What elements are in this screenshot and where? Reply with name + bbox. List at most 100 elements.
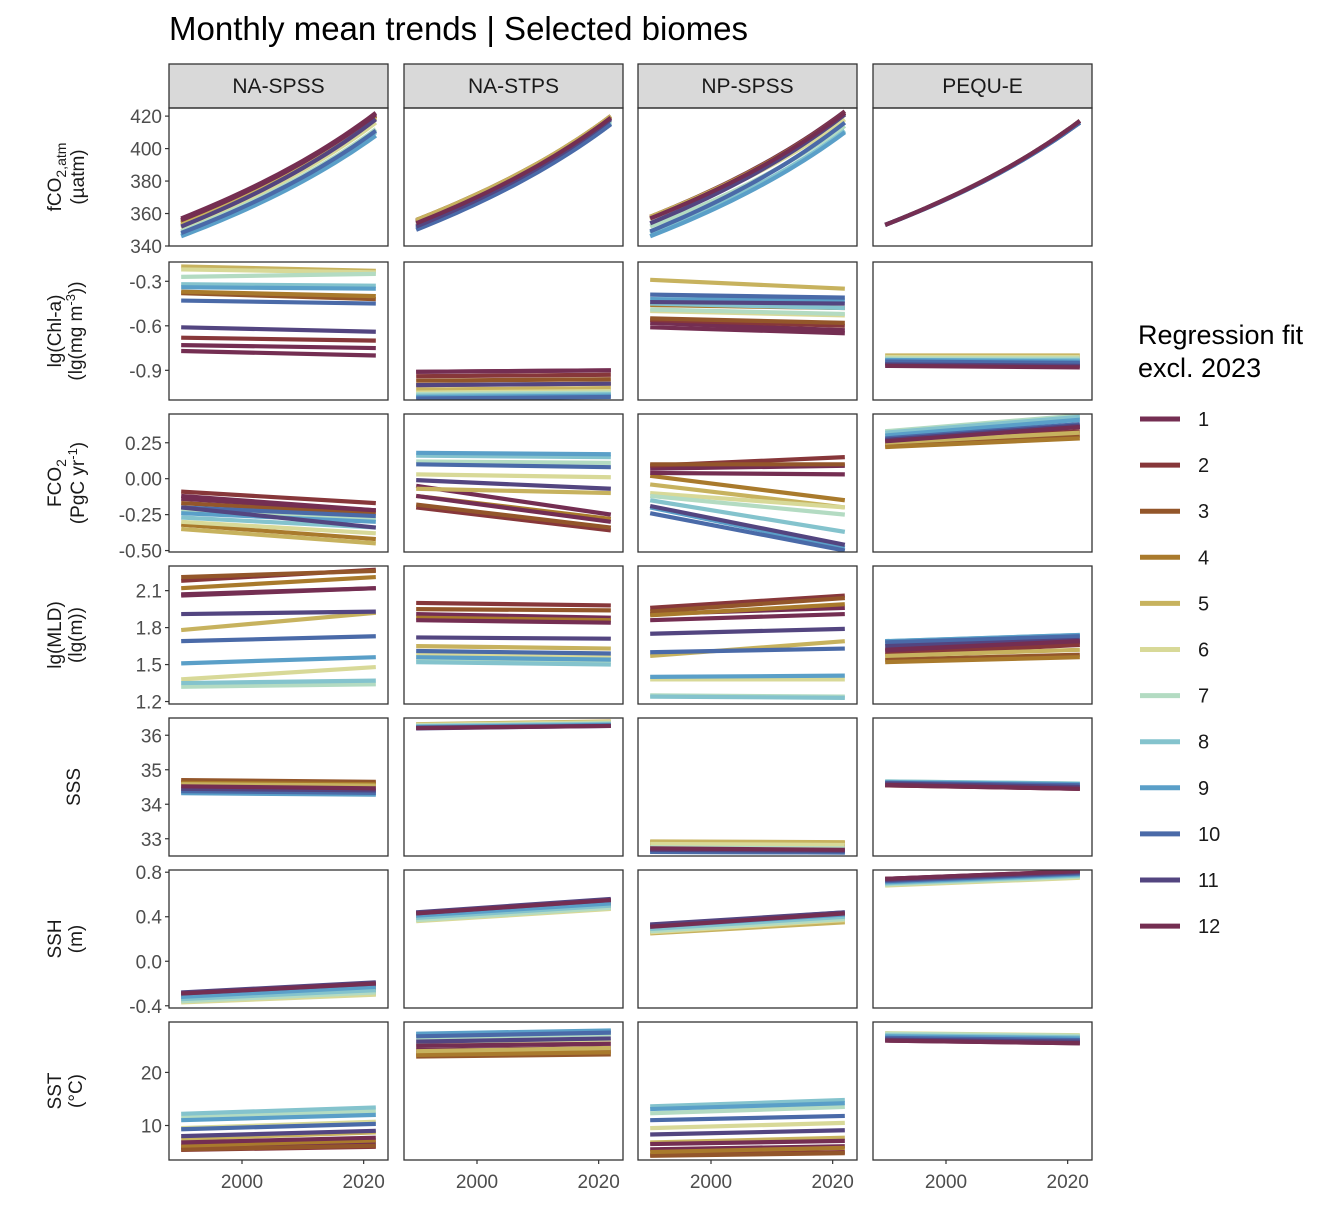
panel-border: [403, 717, 624, 857]
legend-label: 11: [1198, 870, 1219, 892]
trend-line-month-9: [884, 120, 1082, 227]
y-tick-label: 1.2: [136, 693, 162, 714]
strip-np-spss: [637, 63, 858, 109]
trend-line-month-3: [181, 1143, 376, 1152]
panel-border: [168, 717, 389, 857]
trend-line-month-10: [181, 789, 376, 795]
trend-line-month-10: [649, 120, 847, 234]
trend-line-month-12: [650, 1138, 845, 1147]
y-tick-label: 400: [130, 140, 162, 161]
trend-line-month-6: [650, 490, 845, 510]
y-tick-label: -0.9: [129, 361, 162, 382]
y-tick-label: 1.8: [136, 619, 162, 640]
trend-line-month-12: [181, 981, 376, 996]
trend-line-month-7: [884, 120, 1082, 227]
trend-line-month-12: [181, 784, 376, 791]
trend-line-month-8: [181, 678, 376, 686]
series-lines: [650, 1097, 845, 1158]
trend-line-month-3: [181, 778, 376, 784]
trend-line-month-9: [181, 984, 376, 999]
y-tick-label: 10: [141, 1117, 162, 1138]
trend-line-month-7: [181, 1109, 376, 1120]
trend-line-month-1: [416, 611, 611, 620]
trend-line-month-4: [885, 436, 1080, 450]
trend-line-month-11: [650, 299, 845, 306]
series-lines: [181, 778, 376, 797]
trend-line-month-12: [650, 911, 845, 929]
trend-line-month-2: [416, 372, 611, 379]
series-lines: [181, 980, 376, 1005]
trend-line-month-11: [180, 505, 377, 530]
trend-line-month-7: [416, 459, 611, 465]
trend-line-month-5: [885, 430, 1080, 445]
trend-line-month-2: [181, 489, 376, 506]
legend: Regression fit excl. 2023 12345678910111…: [1138, 320, 1304, 938]
row-label-line: (µatm): [68, 149, 89, 204]
trend-line-month-5: [416, 1045, 611, 1054]
y-tick-label: 33: [141, 830, 162, 851]
trend-line-month-5: [416, 386, 611, 392]
panel-row2-pequ-e: [872, 261, 1093, 401]
row-labels: fCO2,atm (µatm)lg(Chl-a) (lg(mg m-3))FCO2(…: [45, 143, 89, 1110]
legend-label: 6: [1198, 640, 1209, 662]
trend-line-month-12: [649, 111, 847, 221]
trend-line-month-6: [416, 652, 611, 660]
trend-line-month-1: [650, 320, 845, 333]
trend-line-month-4: [650, 602, 845, 618]
y-tick-label: 0.00: [125, 470, 162, 491]
strip-label: NP-SPSS: [701, 75, 793, 98]
trend-line-month-5: [416, 643, 611, 651]
row-label-3: FCO2 (PgC yr-1): [45, 442, 89, 524]
y-tick-label: 360: [130, 205, 162, 226]
series-lines: [181, 1105, 376, 1153]
trend-line-month-4: [649, 111, 847, 219]
trend-line-month-4: [181, 522, 376, 542]
trend-line-month-12: [885, 782, 1080, 791]
series-lines: [416, 600, 611, 667]
trend-line-month-12: [181, 496, 376, 513]
series-lines: [884, 414, 1081, 450]
y-tick-label: 20: [141, 1063, 162, 1084]
legend-label: 1: [1198, 409, 1209, 431]
trend-line-month-4: [181, 574, 376, 591]
y-tick-label: -0.3: [129, 272, 162, 293]
trend-line-month-9: [181, 1112, 376, 1123]
trend-line-month-7: [650, 916, 845, 934]
series-lines: [650, 910, 845, 936]
trend-line-month-11: [884, 119, 1082, 227]
trend-line-month-3: [885, 652, 1080, 662]
x-tick-label: 2020: [578, 1172, 620, 1193]
trend-line-month-12: [885, 1038, 1080, 1046]
trend-line-month-7: [181, 682, 376, 689]
trend-line-month-6: [181, 267, 376, 275]
legend-label: 10: [1198, 824, 1220, 846]
trend-line-month-5: [415, 114, 613, 222]
trend-line-month-4: [416, 1050, 611, 1058]
series-lines: [885, 870, 1080, 888]
panel-row4-np-spss: [637, 565, 858, 705]
panel-border: [637, 869, 858, 1009]
series-lines: [180, 567, 377, 689]
trend-line-month-7: [650, 1104, 845, 1116]
trend-line-month-11: [650, 626, 845, 636]
panel-row2-na-spss: -0.9 -0.6 -0.3: [129, 261, 389, 401]
y-tick-label: 0.0: [136, 952, 162, 973]
panel-border: [872, 413, 1093, 553]
x-tick-label: 2000: [690, 1172, 732, 1193]
trend-line-month-12: [650, 611, 845, 623]
x-tick-label: 2020: [1047, 1172, 1089, 1193]
trend-line-month-11: [416, 1036, 611, 1044]
row-label-line: FCO2: [45, 459, 69, 507]
trend-line-month-12: [415, 493, 612, 524]
row-label-2: lg(Chl-a) (lg(mg m-3)): [45, 281, 87, 380]
trend-line-month-11: [180, 117, 378, 229]
trend-line-month-9: [650, 673, 845, 679]
panel-border: [872, 869, 1093, 1009]
series-lines: [650, 593, 845, 700]
trend-line-month-12: [180, 112, 378, 222]
trend-line-month-3: [650, 595, 845, 614]
trend-line-month-10: [181, 298, 376, 306]
trend-line-month-12: [181, 586, 376, 598]
y-tick-label: 35: [141, 761, 162, 782]
